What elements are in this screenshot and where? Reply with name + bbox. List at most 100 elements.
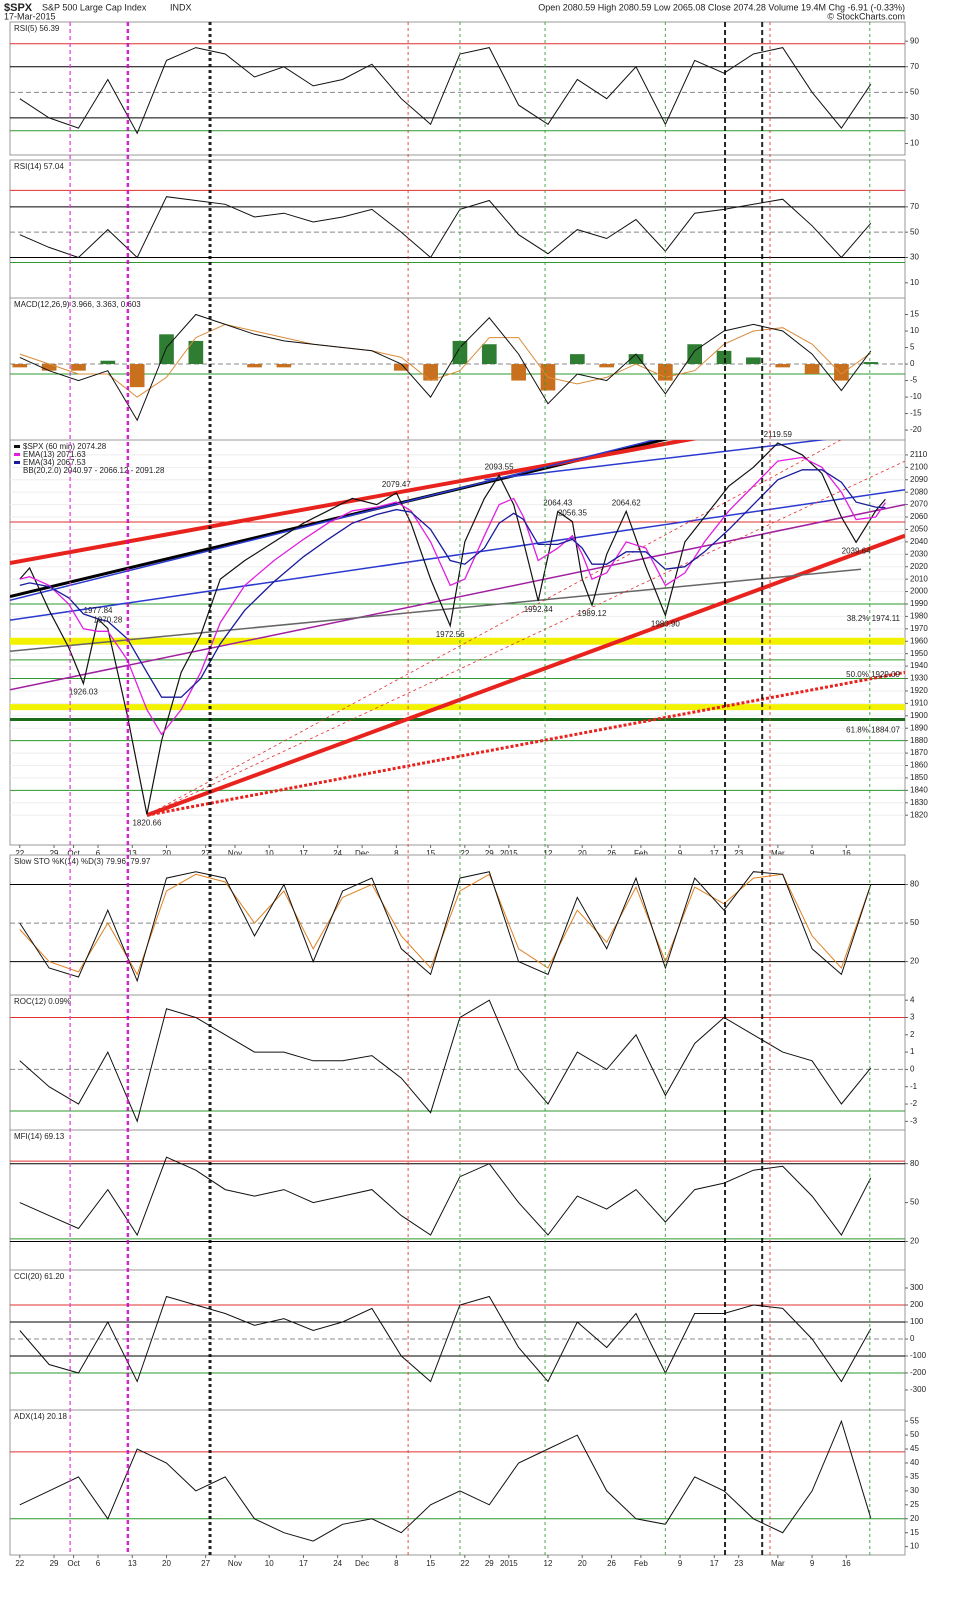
- panel-title: RSI(14) 57.04: [14, 162, 64, 171]
- y-tick-label: 70: [910, 62, 919, 71]
- histogram-bar: [129, 364, 145, 388]
- x-tick-label: Dec: [355, 1559, 369, 1568]
- legend-entry: EMA(13) 2071.63: [23, 450, 86, 459]
- plot-area: [10, 189, 905, 264]
- y-tick-label: 50: [910, 1430, 919, 1439]
- y-tick-label: 2010: [910, 574, 928, 583]
- x-tick-label: 27: [201, 1559, 210, 1568]
- panel-frame: [9, 297, 906, 441]
- x-tick-label: 10: [265, 849, 274, 858]
- value-label: 1977.84: [84, 606, 113, 615]
- x-tick-label: 27: [201, 849, 210, 858]
- histogram-bar: [716, 350, 732, 365]
- histogram-bar: [834, 364, 849, 381]
- y-tick-label: -10: [910, 392, 922, 401]
- value-label: 2064.43: [543, 499, 572, 508]
- x-tick-label: 15: [426, 1559, 435, 1568]
- histogram-bar: [804, 364, 820, 374]
- y-tick-label: 300: [910, 1283, 924, 1292]
- legend-swatch: [14, 461, 20, 464]
- y-tick-label: 10: [910, 326, 919, 335]
- x-tick-label: 2015: [500, 849, 518, 858]
- panel-frame: [9, 21, 906, 156]
- panel-frame: [9, 1269, 906, 1411]
- histogram-bar: [71, 364, 86, 371]
- x-tick-label: 2015: [500, 1559, 518, 1568]
- trendline: [484, 440, 828, 481]
- histogram-bar: [423, 364, 438, 381]
- y-tick-label: 40: [910, 1458, 919, 1467]
- symbol: $SPX: [4, 2, 33, 14]
- x-tick-label: 9: [678, 849, 683, 858]
- plot-area: [10, 313, 905, 422]
- panel-frame: [9, 1129, 906, 1271]
- y-tick-label: 50: [910, 87, 919, 96]
- panel-title: ADX(14) 20.18: [14, 1412, 67, 1421]
- legend-entry: EMA(34) 2067.53: [23, 458, 86, 467]
- y-tick-label: 2000: [910, 587, 928, 596]
- y-tick-label: 1930: [910, 674, 928, 683]
- series-line: [19, 871, 872, 983]
- value-label: 1820.66: [132, 818, 161, 827]
- y-tick-label: 1910: [910, 698, 928, 707]
- x-tick-label: 29: [485, 1559, 494, 1568]
- panel: 20 50 80 Slow STO %K(14) %D(3) 79.96, 79.97: [9, 854, 919, 996]
- y-tick-label: 100: [910, 1317, 924, 1326]
- histogram-bar: [276, 364, 292, 368]
- histogram-bar: [687, 344, 703, 365]
- y-tick-label: 0: [910, 1334, 915, 1343]
- x-tick-label: 8: [394, 849, 399, 858]
- series-line: [19, 442, 886, 815]
- x-tick-label: 29: [485, 849, 494, 858]
- trendline: [146, 460, 905, 816]
- x-tick-label: 24: [333, 1559, 342, 1568]
- panel-title: MACD(12,26,9) 3.966, 3.363, 0.603: [14, 300, 141, 309]
- y-tick-label: 30: [910, 113, 919, 122]
- y-tick-label: 1820: [910, 810, 928, 819]
- series-line: [19, 47, 872, 135]
- x-tick-label: 23: [734, 849, 743, 858]
- plot-area: [10, 43, 905, 135]
- panel-frame: [9, 994, 906, 1131]
- x-tick-label: 20: [578, 849, 587, 858]
- value-label: 2056.35: [558, 509, 587, 518]
- x-tick-label: 29: [50, 849, 59, 858]
- trendline: [146, 670, 905, 817]
- chart-date: 17-Mar-2015: [4, 11, 56, 21]
- y-tick-label: 2020: [910, 562, 928, 571]
- x-tick-label: Feb: [634, 1559, 648, 1568]
- y-tick-label: -300: [910, 1385, 927, 1394]
- y-tick-label: -100: [910, 1351, 927, 1360]
- x-tick-label: 10: [265, 1559, 274, 1568]
- y-tick-label: 3: [910, 1013, 915, 1022]
- histogram-bar: [569, 354, 585, 365]
- panel-title: CCI(20) 61.20: [14, 1272, 65, 1281]
- y-tick-label: 50: [910, 1198, 919, 1207]
- x-tick-label: 6: [96, 1559, 101, 1568]
- series-line: [19, 873, 872, 976]
- y-tick-label: 20: [910, 957, 919, 966]
- value-label: 2119.59: [764, 430, 793, 439]
- y-tick-label: 1890: [910, 723, 928, 732]
- x-tick-label: Nov: [228, 1559, 242, 1568]
- plot-area: [10, 999, 905, 1123]
- x-tick-label: 13: [128, 849, 137, 858]
- value-label: 2079.47: [382, 480, 411, 489]
- fib-label: 50.0% 1929.09: [846, 670, 900, 679]
- series-line: [19, 456, 886, 736]
- series-line: [19, 323, 872, 398]
- y-tick-label: 1880: [910, 736, 928, 745]
- y-tick-label: 2: [910, 1030, 915, 1039]
- y-tick-label: 30: [910, 253, 919, 262]
- y-tick-label: 2110: [910, 450, 928, 459]
- x-tick-label: 12: [544, 1559, 553, 1568]
- x-tick-label: 15: [426, 849, 435, 858]
- index-name: S&P 500 Large Cap Index: [42, 2, 147, 12]
- histogram-bar: [599, 364, 615, 368]
- y-tick-label: 80: [910, 1159, 919, 1168]
- x-tick-label: 20: [162, 1559, 171, 1568]
- y-tick-label: 1850: [910, 773, 928, 782]
- y-tick-label: 1970: [910, 624, 928, 633]
- y-tick-label: 1830: [910, 798, 928, 807]
- y-tick-label: 2040: [910, 537, 928, 546]
